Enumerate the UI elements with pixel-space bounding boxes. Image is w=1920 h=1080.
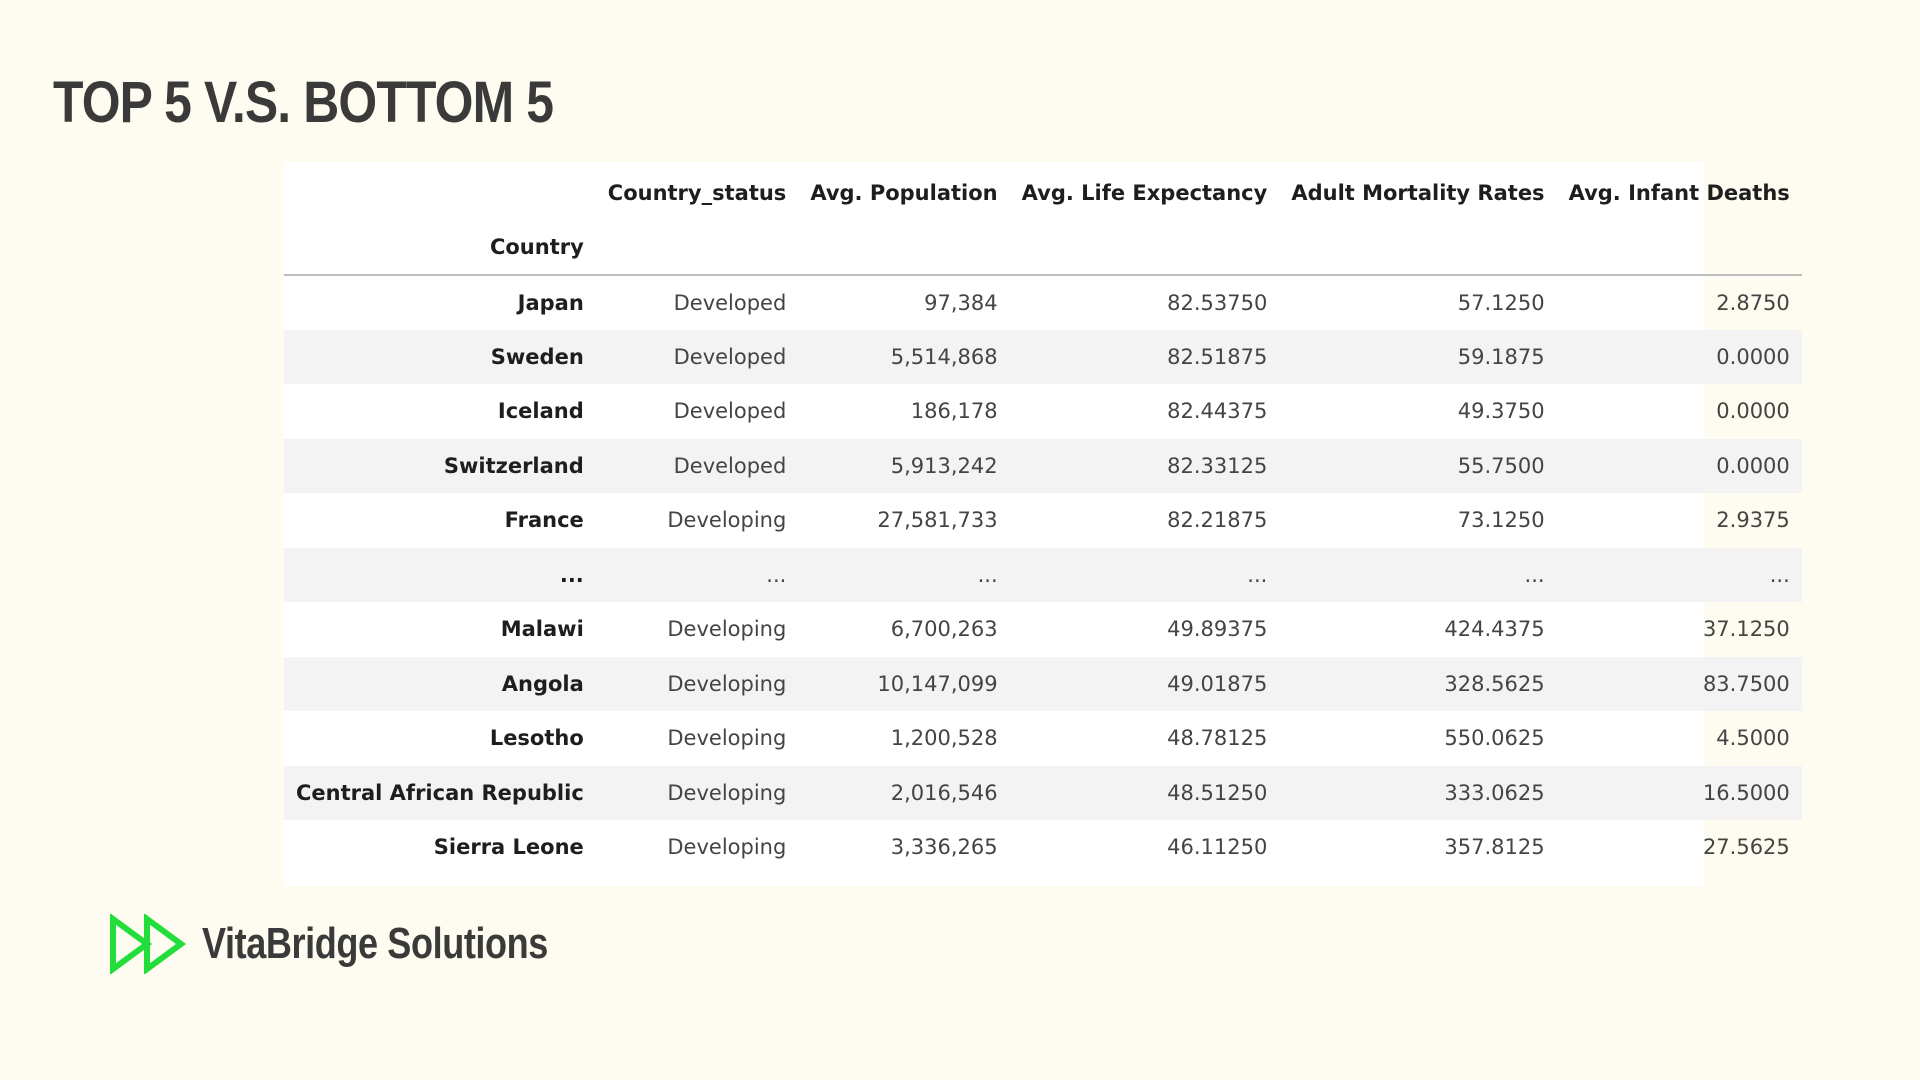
column-header: Avg. Infant Deaths (1568, 181, 1790, 205)
data-table: Country_status Avg. Population Avg. Life… (284, 162, 1802, 875)
slide-title: TOP 5 V.S. BOTTOM 5 (53, 70, 554, 135)
column-header: Adult Mortality Rates (1291, 181, 1545, 205)
table-row: .................. (284, 547, 1802, 602)
brand-name: VitaBridge Solutions (202, 919, 548, 968)
row-country: Sierra Leone (433, 835, 584, 860)
table-row: France Developing 27,581,733 82.21875 73.125… (284, 493, 1802, 548)
cell-population: 97,384 (924, 290, 998, 315)
row-country: Sweden (490, 344, 584, 369)
cell-life-expectancy: 82.51875 (1167, 344, 1268, 369)
cell-status: Developing (667, 671, 787, 696)
cell-life-expectancy: 82.21875 (1167, 508, 1268, 533)
table-row: Switzerland Developed 5,913,242 82.33125 55.… (284, 438, 1802, 493)
cell-population: 3,336,265 (890, 835, 998, 860)
cell-infant-deaths: 0.0000 (1716, 344, 1790, 369)
cell-status: Developed (673, 453, 787, 478)
table-header-row: Country_status Avg. Population Avg. Life… (284, 162, 1802, 220)
table-row: Sierra Leone Developing 3,336,265 46.11250 3… (284, 820, 1802, 875)
table-row: Central African Republic Developing 2,016,… (284, 765, 1802, 820)
cell-adult-mortality: 57.1250 (1457, 290, 1545, 315)
brand: VitaBridge Solutions (108, 914, 624, 974)
cell-status: Developing (667, 617, 787, 642)
cell-infant-deaths: ... (1769, 562, 1790, 587)
cell-population: 10,147,099 (877, 671, 998, 696)
cell-life-expectancy: 82.33125 (1167, 453, 1268, 478)
cell-status: Developed (673, 344, 787, 369)
cell-life-expectancy: 46.11250 (1167, 835, 1268, 860)
cell-population: 27,581,733 (877, 508, 998, 533)
row-country: France (504, 508, 584, 533)
cell-status: Developing (667, 780, 787, 805)
row-country: ... (559, 562, 584, 587)
cell-adult-mortality: 49.3750 (1457, 399, 1545, 424)
column-header: Avg. Population (810, 181, 998, 205)
column-header: Country_status (607, 181, 787, 205)
cell-adult-mortality: 424.4375 (1444, 617, 1545, 642)
cell-life-expectancy: 49.89375 (1167, 617, 1268, 642)
cell-infant-deaths: 83.7500 (1702, 671, 1790, 696)
cell-life-expectancy: 49.01875 (1167, 671, 1268, 696)
cell-adult-mortality: ... (1524, 562, 1545, 587)
cell-infant-deaths: 2.9375 (1716, 508, 1790, 533)
cell-status: Developing (667, 508, 787, 533)
cell-population: ... (977, 562, 998, 587)
data-table-panel: Country_status Avg. Population Avg. Life… (284, 162, 1802, 886)
cell-status: Developing (667, 726, 787, 751)
cell-population: 5,514,868 (890, 344, 998, 369)
cell-infant-deaths: 0.0000 (1716, 453, 1790, 478)
table-row: Sweden Developed 5,514,868 82.51875 59.1875 0… (284, 329, 1802, 384)
cell-life-expectancy: ... (1247, 562, 1268, 587)
index-header: Country (284, 220, 596, 276)
cell-infant-deaths: 16.5000 (1702, 780, 1790, 805)
row-country: Switzerland (443, 453, 584, 478)
cell-adult-mortality: 328.5625 (1444, 671, 1545, 696)
row-country: Malawi (500, 617, 584, 642)
cell-population: 6,700,263 (890, 617, 998, 642)
row-country: Iceland (497, 399, 584, 424)
cell-status: Developing (667, 835, 787, 860)
blank-cell (1009, 220, 1280, 276)
cell-infant-deaths: 2.8750 (1716, 290, 1790, 315)
cell-infant-deaths: 0.0000 (1716, 399, 1790, 424)
fast-forward-icon (110, 914, 187, 974)
table-row: Japan Developed 97,384 82.53750 57.1250 2.875… (284, 275, 1802, 330)
cell-adult-mortality: 550.0625 (1444, 726, 1545, 751)
table-row: Malawi Developing 6,700,263 49.89375 424.437… (284, 602, 1802, 657)
table-row: Iceland Developed 186,178 82.44375 49.3750 0.… (284, 384, 1802, 439)
cell-adult-mortality: 73.1250 (1457, 508, 1545, 533)
table-index-header-row: Country (284, 220, 1802, 276)
cell-adult-mortality: 55.7500 (1457, 453, 1545, 478)
row-country: Lesotho (489, 726, 584, 751)
cell-adult-mortality: 59.1875 (1457, 344, 1545, 369)
cell-status: Developed (673, 290, 787, 315)
cell-life-expectancy: 82.53750 (1167, 290, 1268, 315)
cell-population: 1,200,528 (890, 726, 998, 751)
cell-infant-deaths: 27.5625 (1702, 835, 1790, 860)
cell-status: ... (766, 562, 787, 587)
cell-infant-deaths: 37.1250 (1702, 617, 1790, 642)
table-body: Japan Developed 97,384 82.53750 57.1250 2.875… (284, 275, 1802, 875)
blank-cell (1279, 220, 1557, 276)
cell-infant-deaths: 4.5000 (1716, 726, 1790, 751)
table-row: Angola Developing 10,147,099 49.01875 328.56… (284, 656, 1802, 711)
cell-adult-mortality: 357.8125 (1444, 835, 1545, 860)
blank-cell (595, 220, 799, 276)
table-row: Lesotho Developing 1,200,528 48.78125 550.06… (284, 711, 1802, 766)
blank-cell (798, 220, 1010, 276)
cell-life-expectancy: 82.44375 (1167, 399, 1268, 424)
cell-life-expectancy: 48.51250 (1167, 780, 1268, 805)
cell-population: 2,016,546 (890, 780, 998, 805)
cell-population: 5,913,242 (890, 453, 998, 478)
row-country: Angola (501, 671, 584, 696)
cell-life-expectancy: 48.78125 (1167, 726, 1268, 751)
column-header: Avg. Life Expectancy (1021, 181, 1268, 205)
row-country: Japan (517, 290, 584, 315)
cell-adult-mortality: 333.0625 (1444, 780, 1545, 805)
row-country: Central African Republic (296, 780, 584, 805)
cell-status: Developed (673, 399, 787, 424)
index-header-blank (284, 162, 596, 220)
blank-cell (1556, 220, 1802, 276)
cell-population: 186,178 (910, 399, 998, 424)
